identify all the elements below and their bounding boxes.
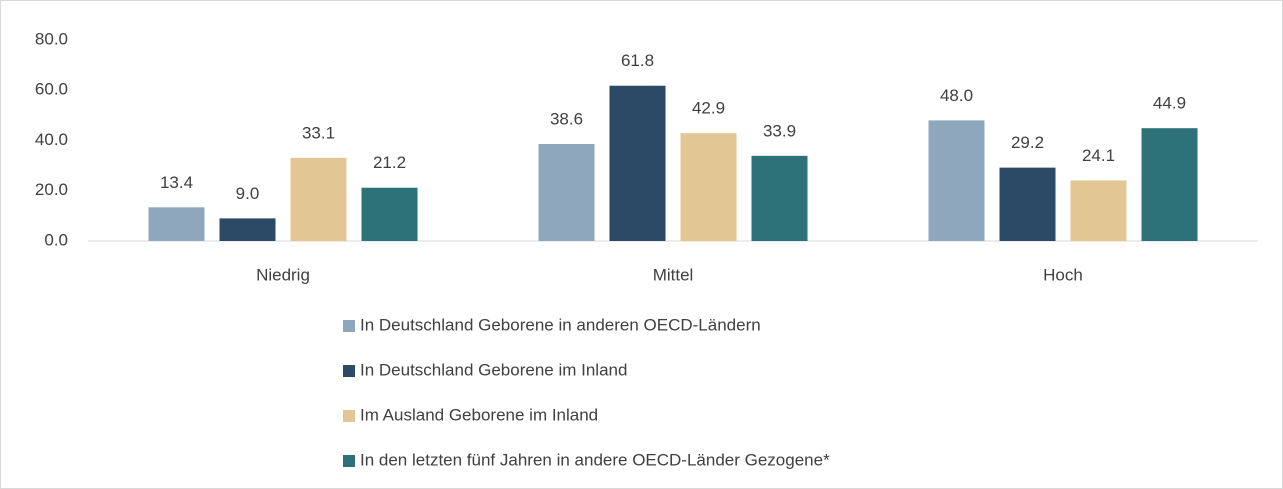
x-tick-label: Mittel — [653, 265, 694, 284]
legend-swatch — [343, 410, 355, 422]
bar — [999, 167, 1056, 241]
x-tick-label: Niedrig — [256, 265, 310, 284]
value-label: 44.9 — [1153, 94, 1186, 113]
bar — [609, 85, 666, 241]
legend-label: Im Ausland Geborene im Inland — [360, 405, 598, 424]
bar — [928, 120, 985, 241]
value-label: 24.1 — [1082, 146, 1115, 165]
value-label: 33.1 — [302, 123, 335, 142]
y-tick-label: 0.0 — [44, 230, 68, 249]
bar — [1070, 180, 1127, 241]
value-label: 21.2 — [373, 153, 406, 172]
y-tick-label: 20.0 — [35, 180, 68, 199]
bar — [751, 155, 808, 241]
legend-label: In Deutschland Geborene in anderen OECD-… — [360, 315, 761, 334]
value-label: 38.6 — [550, 110, 583, 129]
y-tick-label: 80.0 — [35, 29, 68, 48]
value-label: 42.9 — [692, 99, 725, 118]
bar — [290, 157, 347, 241]
value-label: 13.4 — [160, 173, 193, 192]
x-tick-label: Hoch — [1043, 265, 1083, 284]
legend-swatch — [343, 365, 355, 377]
legend-label: In Deutschland Geborene im Inland — [360, 360, 627, 379]
legend-label: In den letzten fünf Jahren in andere OEC… — [360, 450, 830, 469]
bar — [538, 144, 595, 241]
bar — [219, 218, 276, 241]
y-tick-label: 40.0 — [35, 130, 68, 149]
legend-swatch — [343, 320, 355, 332]
bar — [148, 207, 205, 241]
y-tick-label: 60.0 — [35, 80, 68, 99]
bar — [680, 133, 737, 241]
value-label: 9.0 — [236, 184, 260, 203]
value-label: 61.8 — [621, 51, 654, 70]
value-label: 29.2 — [1011, 133, 1044, 152]
value-label: 33.9 — [763, 121, 796, 140]
legend-swatch — [343, 455, 355, 467]
value-label: 48.0 — [940, 86, 973, 105]
bar — [1141, 128, 1198, 241]
bar — [361, 187, 418, 241]
